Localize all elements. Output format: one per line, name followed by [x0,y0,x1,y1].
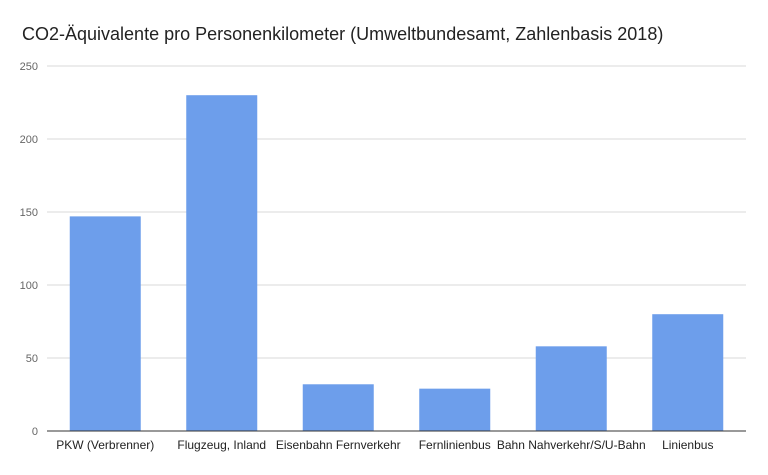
x-category-label: PKW (Verbrenner) [56,438,154,452]
gridlines [47,65,746,359]
x-category-label: Flugzeug, Inland [177,438,266,452]
x-axis-category-labels: PKW (Verbrenner) Flugzeug, Inland Eisenbah… [56,438,713,452]
y-tick-label: 150 [20,207,38,219]
bar [69,216,141,431]
bar [535,346,607,431]
x-category-label: Eisenbahn Fernverkehr [276,438,401,452]
chart-title: CO2-Äquivalente pro Personenkilometer (U… [22,24,663,44]
y-tick-label: 200 [20,134,38,146]
bar [186,95,258,431]
bar [419,388,491,431]
x-category-label: Fernlinienbus [419,438,491,452]
bars [69,95,724,431]
y-axis-tick-labels: 0 50 100 150 200 250 [20,61,38,438]
x-category-label: Bahn Nahverkehr/S/U-Bahn [497,438,646,452]
x-category-label: Linienbus [662,438,713,452]
y-tick-label: 250 [20,61,38,73]
y-tick-label: 0 [32,426,38,438]
bar [302,384,374,431]
y-tick-label: 100 [20,280,38,292]
bar [652,314,724,431]
y-tick-label: 50 [26,353,38,365]
